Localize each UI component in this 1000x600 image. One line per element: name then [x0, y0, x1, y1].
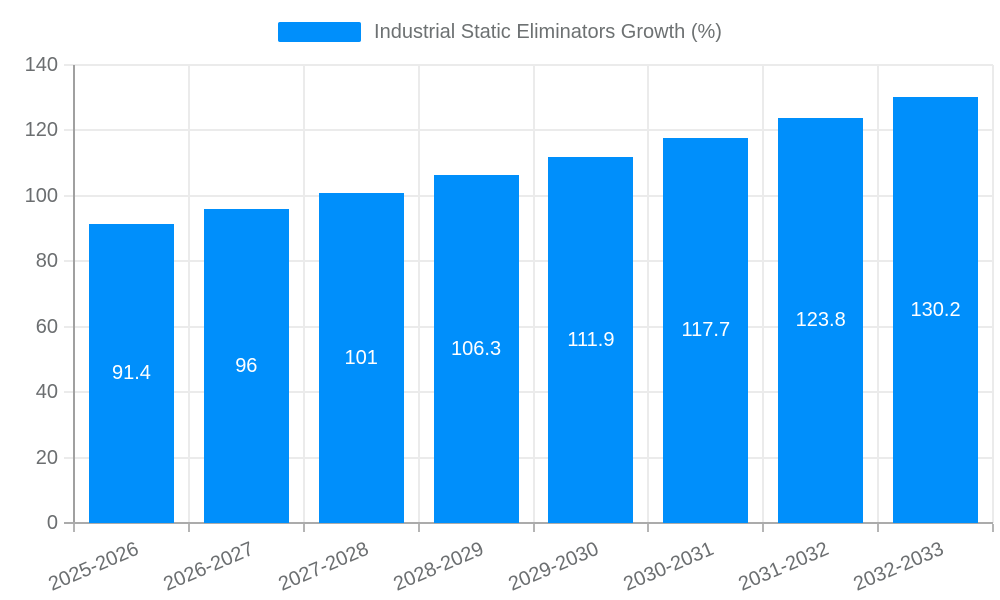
x-axis-tick [647, 524, 650, 532]
x-axis-label: 2032-2033 [849, 537, 947, 596]
y-axis-tick-label: 0 [46, 512, 58, 534]
x-axis-label: 2026-2027 [160, 537, 258, 596]
x-axis-tick [762, 524, 765, 532]
legend-swatch [278, 22, 362, 42]
y-axis-tick-label: 20 [35, 446, 58, 469]
x-gridline [302, 65, 305, 523]
y-gridline [64, 391, 993, 394]
y-gridline [64, 325, 993, 328]
x-axis-tick [532, 524, 535, 532]
y-axis-tick-label: 40 [35, 381, 58, 404]
x-gridline [187, 65, 190, 523]
y-gridline [64, 64, 993, 66]
y-gridline [64, 194, 993, 197]
bar[interactable] [433, 175, 519, 523]
x-gridline [992, 65, 994, 523]
bar[interactable] [663, 137, 749, 523]
y-gridline [64, 260, 993, 263]
x-axis-label: 2025-2026 [45, 537, 143, 596]
x-axis-tick [73, 524, 75, 532]
x-gridline [877, 65, 880, 523]
x-gridline [647, 65, 650, 523]
y-axis-tick-label: 60 [35, 315, 58, 338]
legend-label: Industrial Static Eliminators Growth (%) [374, 20, 722, 43]
x-axis-tick [302, 524, 305, 532]
y-axis-tick-label: 80 [35, 250, 58, 273]
y-axis-tick-label: 120 [24, 119, 58, 142]
x-axis-label: 2031-2032 [735, 537, 832, 596]
x-axis-tick [417, 524, 420, 532]
bar[interactable] [203, 208, 289, 523]
legend-item[interactable]: Industrial Static Eliminators Growth (%) [0, 18, 1000, 46]
x-axis-tick [877, 524, 880, 532]
y-gridline [64, 129, 993, 132]
bar[interactable] [548, 156, 634, 523]
bar[interactable] [318, 192, 404, 523]
bar[interactable] [778, 117, 864, 523]
x-axis-tick [187, 524, 190, 532]
bar[interactable] [893, 97, 979, 523]
y-axis-tick-label: 140 [24, 54, 58, 76]
y-axis-tick-label: 100 [24, 184, 58, 207]
x-axis-tick [992, 524, 994, 532]
x-gridline [762, 65, 765, 523]
x-axis-label: 2027-2028 [275, 537, 373, 596]
x-axis-label: 2030-2031 [620, 537, 717, 596]
x-axis-label: 2029-2030 [505, 537, 602, 596]
x-gridline [532, 65, 535, 523]
y-gridline [64, 456, 993, 459]
x-axis-label: 2028-2029 [390, 537, 488, 596]
x-axis-line [64, 522, 993, 524]
y-axis-line [73, 65, 75, 523]
x-gridline [417, 65, 420, 523]
bar[interactable] [88, 223, 174, 523]
